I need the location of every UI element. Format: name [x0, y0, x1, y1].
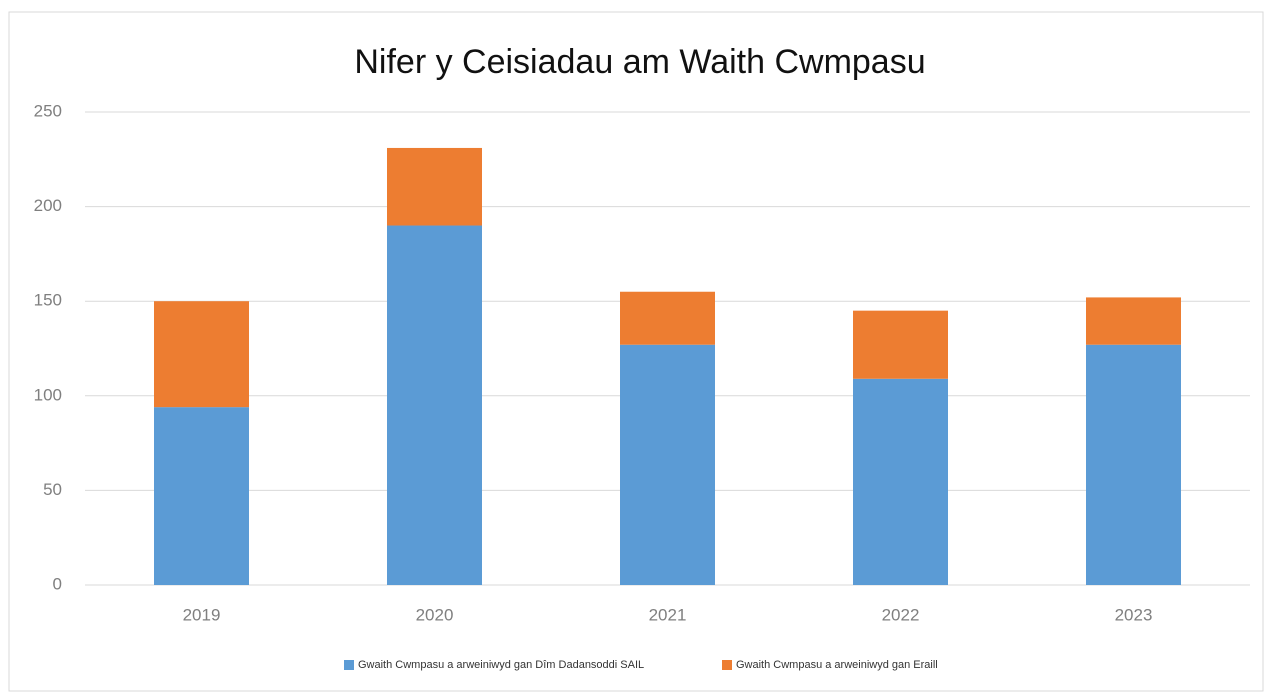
bar-segment	[1086, 344, 1181, 585]
x-tick-label: 2020	[416, 605, 454, 624]
chart-title: Nifer y Ceisiadau am Waith Cwmpasu	[354, 43, 925, 81]
legend-label: Gwaith Cwmpasu a arweiniwyd gan Dîm Dada…	[358, 659, 644, 671]
bar-segment	[1086, 297, 1181, 345]
bar-segment	[387, 225, 482, 585]
bar-segment	[154, 301, 249, 408]
bar-segment	[853, 310, 948, 379]
bar-segment	[387, 147, 482, 226]
y-tick-label: 250	[34, 101, 62, 120]
legend-swatch	[344, 660, 354, 670]
y-tick-label: 200	[34, 196, 62, 215]
x-tick-label: 2022	[882, 605, 920, 624]
y-tick-label: 150	[34, 291, 62, 310]
legend-swatch	[722, 660, 732, 670]
x-tick-label: 2021	[649, 605, 687, 624]
bar-segment	[620, 291, 715, 345]
y-tick-label: 0	[53, 574, 62, 593]
y-tick-label: 50	[43, 480, 62, 499]
x-tick-label: 2023	[1115, 605, 1153, 624]
bar-segment	[154, 407, 249, 585]
bar-segment	[853, 378, 948, 585]
x-tick-label: 2019	[183, 605, 221, 624]
bar-segment	[620, 344, 715, 585]
legend-label: Gwaith Cwmpasu a arweiniwyd gan Eraill	[736, 659, 938, 671]
y-tick-label: 100	[34, 385, 62, 404]
